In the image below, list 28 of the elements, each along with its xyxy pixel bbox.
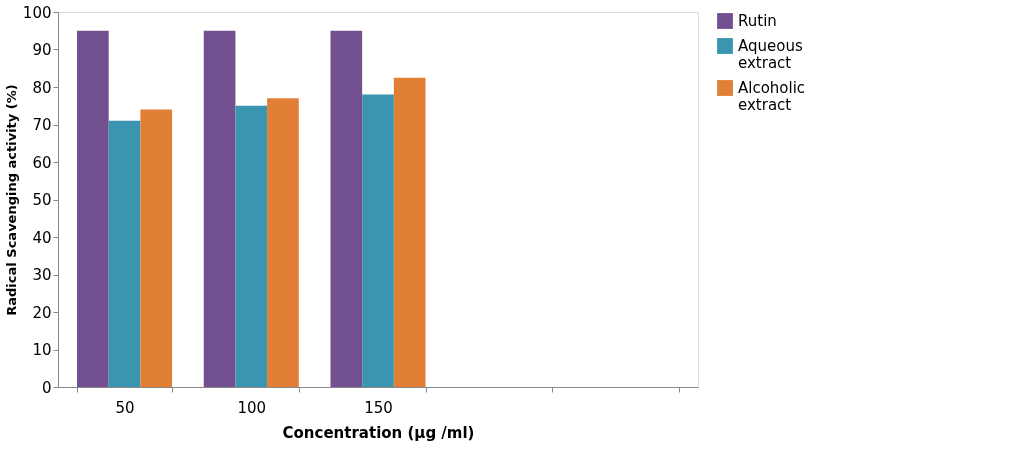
bar <box>108 120 141 387</box>
y-tick-label: 80 <box>32 78 52 97</box>
y-tick-label: 0 <box>41 378 52 397</box>
legend-label: Rutin <box>738 12 777 30</box>
y-tick-label: 90 <box>32 41 52 59</box>
bar <box>330 30 363 387</box>
y-axis-title: Radical Scavenging activity (%) <box>3 84 19 316</box>
bar <box>393 77 426 387</box>
y-tick-label: 60 <box>32 153 52 172</box>
x-tick-label: 100 <box>237 398 267 417</box>
bar <box>267 98 299 387</box>
y-tick-label: 10 <box>32 341 52 359</box>
bar <box>362 94 394 387</box>
y-tick-label: 30 <box>32 266 52 284</box>
y-tick-label: 70 <box>32 116 52 134</box>
legend-label: Aqueous extract <box>738 37 803 72</box>
y-tick-label: 20 <box>32 303 52 322</box>
bar <box>203 30 236 387</box>
y-tick-label: 40 <box>32 228 52 247</box>
bar <box>235 105 268 387</box>
y-tick-label: 100 <box>22 3 52 22</box>
y-tick-label: 50 <box>32 191 52 209</box>
x-tick-label: 150 <box>364 398 393 417</box>
bar <box>140 109 173 387</box>
legend-label: Alcoholic extract <box>738 79 806 114</box>
x-tick-label: 50 <box>115 398 135 417</box>
x-axis-title: Concentration (µg /ml) <box>282 423 475 442</box>
bar <box>77 30 109 387</box>
